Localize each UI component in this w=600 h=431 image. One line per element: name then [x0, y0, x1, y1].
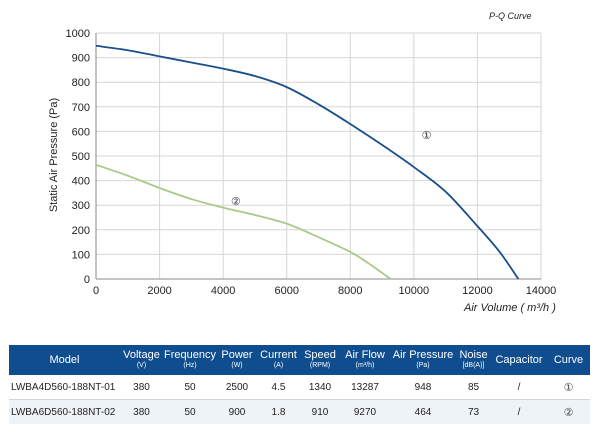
pq-chart: P-Q Curve 0 100 200 300 400 500 600 700 800 900 10…: [48, 11, 557, 314]
chart-title: P-Q Curve: [489, 11, 532, 21]
cell-current: 4.5: [271, 381, 286, 393]
cell-model: LWBA6D560-188NT-02: [11, 406, 116, 418]
header-power: Power (W): [221, 349, 253, 370]
header-current: Current (A): [260, 349, 297, 370]
cell-air-flow: 9270: [353, 406, 377, 418]
spec-table: Model Voltage (V) Frequency (Hz) Power (W) …: [9, 345, 590, 424]
cell-air-pressure: 464: [414, 406, 432, 418]
x-tick-label: 8000: [338, 285, 362, 297]
x-tick-label: 0: [93, 285, 99, 297]
series: [95, 44, 520, 280]
header-curve: Curve: [553, 353, 584, 366]
y-tick-label: 900: [72, 53, 90, 65]
y-tick-label: 0: [84, 274, 90, 286]
cell-speed: 1340: [308, 381, 332, 393]
y-tick-label: 300: [72, 200, 90, 212]
y-axis-label: Static Air Pressure (Pa): [48, 98, 60, 212]
cell-air-pressure: 948: [414, 381, 432, 393]
grid: [96, 32, 542, 279]
table-header-row: Model Voltage (V) Frequency (Hz) Power (W) …: [9, 345, 590, 375]
x-tick-label: 6000: [274, 285, 298, 297]
cell-current: 1.8: [271, 406, 286, 418]
header-air-pressure: Air Pressure (Pa): [392, 349, 454, 370]
header-air-flow: Air Flow (m³/h): [345, 349, 385, 370]
y-tick-label: 1000: [66, 28, 90, 40]
header-capacitor: Capacitor: [495, 353, 543, 366]
cell-speed: 910: [311, 406, 329, 418]
series-line-1: [95, 44, 520, 280]
cell-frequency: 50: [184, 406, 196, 418]
y-tick-label: 600: [72, 126, 90, 138]
y-tick-label: 800: [72, 77, 90, 89]
header-speed: Speed (RPM): [304, 349, 336, 370]
header-voltage: Voltage (V): [123, 349, 160, 370]
curve-marker-2: ②: [231, 195, 241, 208]
cell-voltage: 380: [133, 406, 150, 418]
y-tick-label: 500: [72, 151, 90, 163]
cell-noise: 73: [467, 406, 480, 418]
cell-air-flow: 13287: [351, 381, 379, 393]
cell-capacitor: /: [517, 406, 521, 418]
x-tick-label: 2000: [147, 285, 171, 297]
cell-capacitor: /: [517, 381, 521, 393]
cell-power: 900: [228, 406, 246, 418]
y-tick-label: 100: [72, 249, 90, 261]
y-tick-label: 400: [72, 176, 90, 188]
table-row: LWBA6D560-188NT-02 380 50 900 1.8 910 92…: [9, 399, 590, 424]
x-tick-label: 10000: [399, 285, 430, 297]
header-model: Model: [49, 353, 80, 366]
y-tick-label: 700: [72, 102, 90, 114]
x-tick-label: 4000: [211, 285, 235, 297]
cell-curve: ②: [563, 405, 574, 419]
x-tick-label: 14000: [526, 285, 557, 297]
cell-power: 2500: [225, 381, 249, 393]
series-line-2: [95, 164, 392, 280]
x-tick-label: 12000: [462, 285, 493, 297]
y-tick-label: 200: [72, 225, 90, 237]
cell-model: LWBA4D560-188NT-01: [11, 381, 116, 393]
cell-frequency: 50: [184, 381, 196, 393]
cell-voltage: 380: [133, 381, 150, 393]
x-axis-label: Air Volume ( m³/h ): [463, 302, 556, 314]
table-row: LWBA4D560-188NT-01 380 50 2500 4.5 1340 …: [9, 375, 590, 400]
curve-marker-1: ①: [422, 129, 432, 142]
header-noise: Noise [dB(A)]: [459, 349, 488, 370]
curve-markers: ①②: [231, 129, 432, 208]
cell-curve: ①: [563, 380, 574, 394]
header-frequency: Frequency (Hz): [164, 349, 216, 370]
cell-noise: 85: [467, 381, 480, 393]
